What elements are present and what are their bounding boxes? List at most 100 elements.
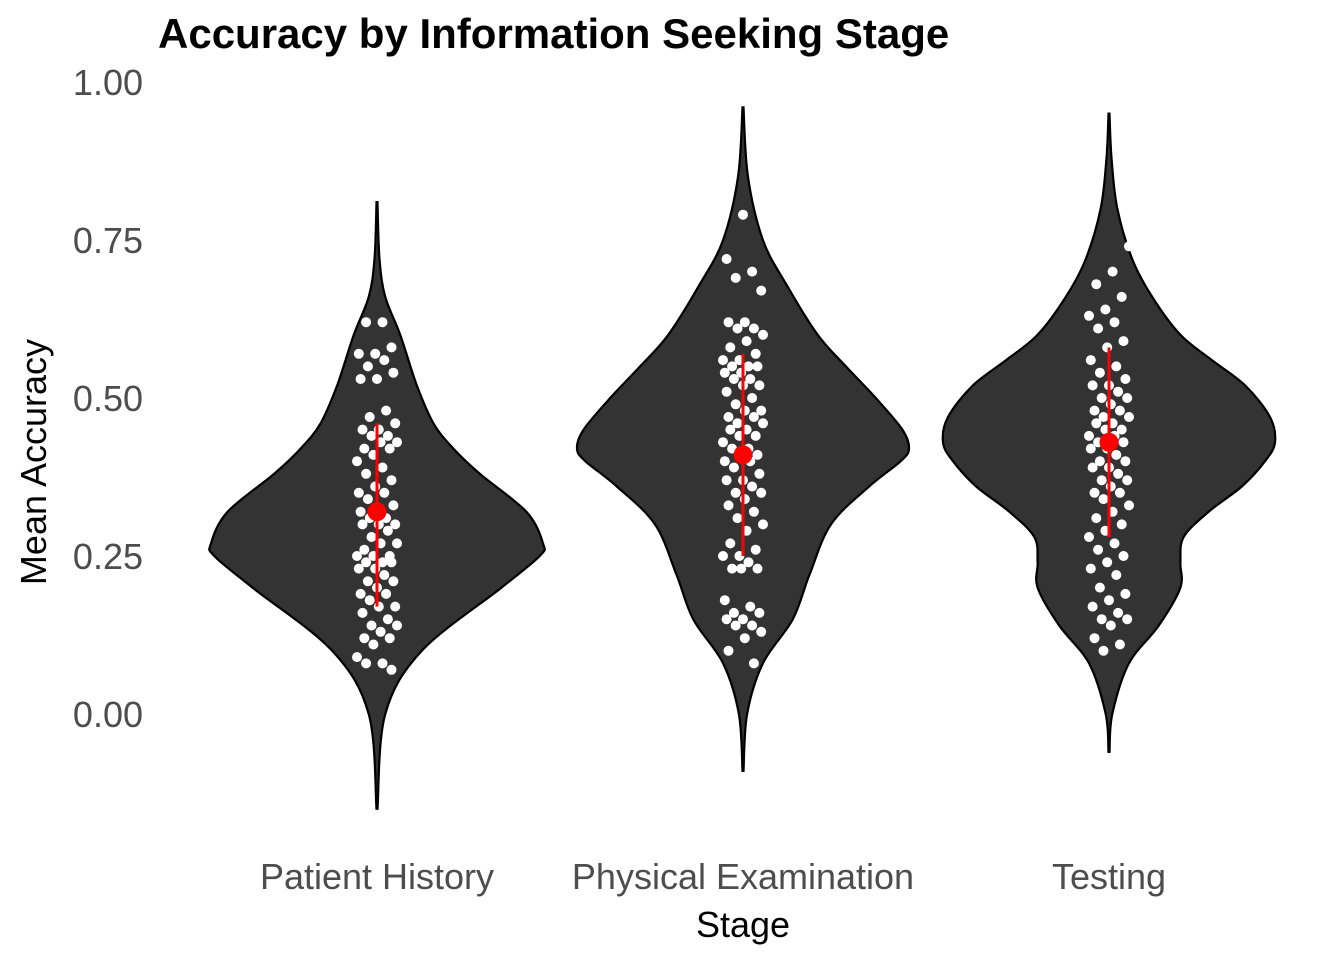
chart-title: Accuracy by Information Seeking Stage <box>158 10 949 57</box>
data-point <box>743 557 754 568</box>
data-point <box>390 519 401 530</box>
data-point <box>756 405 767 416</box>
data-point <box>739 317 750 328</box>
data-point <box>1124 500 1134 511</box>
data-point <box>377 317 388 328</box>
data-point <box>1091 513 1102 524</box>
data-point <box>1105 481 1116 492</box>
data-point <box>723 645 734 656</box>
data-point <box>364 412 375 422</box>
y-tick-label: 0.50 <box>73 378 143 419</box>
x-tick-label: Patient History <box>260 856 494 897</box>
data-point <box>1084 310 1094 321</box>
data-point <box>728 462 739 473</box>
data-point <box>1111 449 1122 460</box>
data-point <box>738 209 748 220</box>
data-point <box>738 614 748 625</box>
data-point <box>357 519 368 530</box>
data-point <box>1089 633 1100 644</box>
data-point <box>370 348 381 359</box>
data-point <box>1122 393 1133 403</box>
data-point <box>718 355 728 366</box>
data-point <box>725 424 736 435</box>
data-point <box>1098 494 1109 505</box>
data-point <box>721 475 732 486</box>
data-point <box>1089 487 1100 498</box>
data-point <box>723 500 734 511</box>
data-point <box>372 374 382 384</box>
data-point <box>752 563 763 574</box>
data-point <box>1091 279 1102 290</box>
data-point <box>1085 355 1096 366</box>
data-point <box>359 544 370 555</box>
data-point <box>730 487 741 498</box>
data-point <box>353 563 364 574</box>
data-point <box>1091 418 1102 429</box>
data-point <box>352 551 362 561</box>
data-point <box>366 532 377 542</box>
data-point <box>1094 456 1105 467</box>
data-point <box>362 494 373 505</box>
data-point <box>355 374 366 384</box>
data-point <box>748 658 759 669</box>
data-point <box>1085 563 1096 574</box>
data-point <box>1124 241 1134 252</box>
data-point <box>1118 437 1129 448</box>
data-point <box>1096 475 1107 486</box>
data-point <box>754 468 765 479</box>
data-point <box>1084 532 1094 542</box>
data-point <box>719 456 730 467</box>
data-point <box>758 418 768 429</box>
data-point <box>730 620 741 631</box>
data-point <box>377 658 388 669</box>
data-point <box>721 614 732 625</box>
data-point <box>1109 538 1120 549</box>
x-axis-title: Stage <box>696 904 790 945</box>
data-point <box>1111 570 1122 580</box>
data-point <box>353 348 364 359</box>
data-point <box>732 513 743 524</box>
data-point <box>370 563 381 574</box>
y-tick-label: 0.25 <box>73 536 143 577</box>
data-point <box>1105 620 1116 631</box>
data-point <box>368 639 379 650</box>
x-tick-label: Testing <box>1052 856 1166 897</box>
data-point <box>756 626 767 637</box>
data-point <box>747 620 758 631</box>
mean-point <box>367 502 387 522</box>
data-point <box>719 367 730 378</box>
data-point <box>750 348 761 359</box>
data-point <box>721 254 732 264</box>
data-point <box>723 412 734 422</box>
data-point <box>373 601 384 612</box>
data-point <box>1093 544 1104 555</box>
data-point <box>1113 468 1124 479</box>
data-point <box>750 430 761 441</box>
data-point <box>727 563 738 574</box>
data-point <box>384 443 395 454</box>
data-point <box>1087 601 1098 612</box>
data-point <box>366 430 377 441</box>
data-point <box>739 494 750 505</box>
data-point <box>732 323 743 334</box>
data-point <box>1109 317 1120 328</box>
data-point <box>384 633 395 644</box>
data-point <box>357 424 368 435</box>
data-point <box>388 367 399 378</box>
data-point <box>392 620 402 631</box>
data-point <box>1084 430 1094 441</box>
data-point <box>379 570 390 580</box>
data-point <box>1093 323 1104 334</box>
data-point <box>1120 374 1131 384</box>
data-point <box>390 601 401 612</box>
data-point <box>1094 582 1105 593</box>
data-point <box>754 607 765 618</box>
data-point <box>1120 456 1131 467</box>
data-point <box>353 487 364 498</box>
data-point <box>359 633 370 644</box>
data-point <box>1118 551 1129 561</box>
data-point <box>375 626 386 637</box>
data-point <box>1114 639 1125 650</box>
data-point <box>739 405 750 416</box>
x-tick-label: Physical Examination <box>572 856 914 897</box>
